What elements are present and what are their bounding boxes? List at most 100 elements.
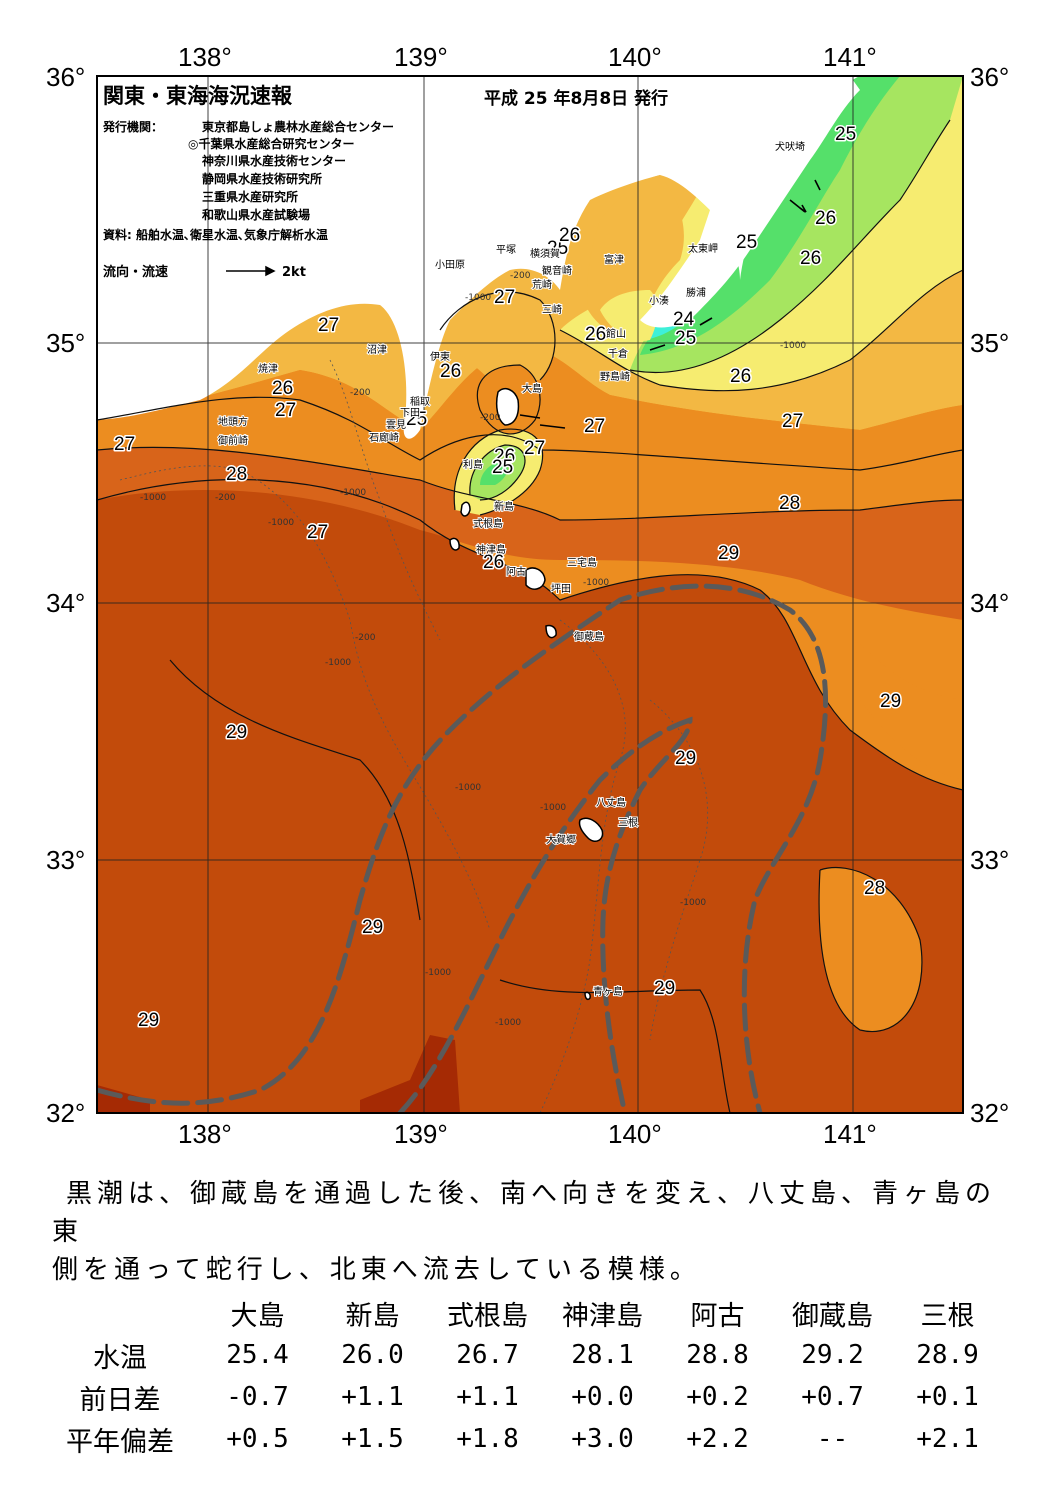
- current-legend-scale: 2kt: [282, 265, 306, 280]
- depth-label: -1000: [325, 658, 351, 668]
- niijima-island: [460, 501, 471, 517]
- lon-tick-top: 140°: [608, 42, 662, 72]
- lat-tick-right: 34°: [970, 588, 1009, 618]
- kozushima-island: [449, 537, 460, 551]
- depth-label: -200: [480, 413, 501, 423]
- table-cell: +0.1: [916, 1382, 979, 1412]
- column-header: 新島: [345, 1300, 400, 1332]
- isotherm-label: 29: [718, 543, 739, 564]
- place-name: 三根: [618, 816, 638, 829]
- depth-label: -200: [355, 633, 376, 643]
- place-name: 御蔵島: [574, 630, 604, 643]
- isotherm-label: 28: [226, 464, 247, 485]
- place-name: 伊東: [430, 350, 450, 363]
- table-cell: --: [816, 1424, 849, 1454]
- table-cell: 25.4: [226, 1340, 289, 1370]
- place-name: 館山: [606, 327, 626, 340]
- miyake-island: [525, 567, 546, 590]
- table-header-row: 大島 新島 式根島 神津島 阿古 御蔵島 三根: [40, 1292, 1005, 1334]
- isotherm-label: 26: [494, 446, 515, 467]
- depth-label: -1000: [425, 968, 451, 978]
- isotherm-label: 26: [272, 378, 293, 399]
- isotherm-label: 29: [226, 722, 247, 743]
- isotherm-label: 28: [779, 493, 800, 514]
- isotherm-label: 25: [547, 238, 568, 259]
- lat-tick-right: 33°: [970, 845, 1009, 875]
- table-cell: 29.2: [801, 1340, 864, 1370]
- table-cell: +1.8: [456, 1424, 519, 1454]
- issue-date: 平成 25 年8月8日 発行: [484, 88, 668, 109]
- table-cell: +0.2: [686, 1382, 749, 1412]
- isotherm-label: 26: [483, 552, 504, 573]
- table-cell: -0.7: [226, 1382, 289, 1412]
- place-name: 勝浦: [686, 286, 706, 299]
- aogashima-island: [584, 991, 591, 1001]
- table-cell: +2.1: [916, 1424, 979, 1454]
- summary-line: 黒潮は、御蔵島を通過した後、南へ向きを変え、八丈島、青ヶ島の東: [52, 1179, 997, 1247]
- place-name: 坪田: [551, 582, 571, 595]
- publisher-item: 神奈川県水産技術センター: [202, 153, 346, 168]
- isotherm-label: 29: [654, 978, 675, 999]
- isotherm-label: 27: [584, 416, 605, 437]
- depth-label: -1000: [495, 1018, 521, 1028]
- summary-text: 黒潮は、御蔵島を通過した後、南へ向きを変え、八丈島、青ヶ島の東 側を通って蛇行し…: [52, 1175, 1012, 1289]
- place-name: 石廊崎: [369, 431, 399, 444]
- isotherm-label: 29: [880, 691, 901, 712]
- isotherm-label: 26: [815, 208, 836, 229]
- lat-tick-right: 32°: [970, 1098, 1009, 1128]
- isotherm-label: 27: [318, 315, 339, 336]
- isotherm-label: 27: [114, 434, 135, 455]
- isotherm-label: 26: [730, 366, 751, 387]
- table-cell: +3.0: [571, 1424, 634, 1454]
- isotherm-label: 29: [138, 1010, 159, 1031]
- place-name: 観音崎: [542, 264, 572, 277]
- table-row: 前日差 -0.7 +1.1 +1.1 +0.0 +0.2 +0.7 +0.1: [40, 1376, 1005, 1418]
- place-name: 神津島: [476, 543, 506, 556]
- table-cell: +0.7: [801, 1382, 864, 1412]
- isotherm-label: 25: [675, 328, 696, 349]
- isotherm-label: 28: [864, 878, 885, 899]
- table-cell: +2.2: [686, 1424, 749, 1454]
- isotherm-label: 29: [675, 748, 696, 769]
- latitude-ticks: 36° 35° 34° 33° 32° 36° 35° 34° 33° 32°: [46, 62, 1009, 1128]
- place-name: 千倉: [608, 347, 628, 360]
- depth-label: -1000: [340, 488, 366, 498]
- depth-label: -1000: [680, 898, 706, 908]
- oshima-island: [495, 388, 520, 426]
- publisher-item: 三重県水産研究所: [202, 189, 298, 204]
- table-cell: 28.9: [916, 1340, 979, 1370]
- row-header: 平年偏差: [66, 1426, 174, 1458]
- hachijo-island: [578, 817, 604, 842]
- column-header: 神津島: [562, 1300, 643, 1332]
- isotherm-label: 27: [494, 287, 515, 308]
- lat-tick-left: 34°: [46, 588, 85, 618]
- isotherm-label: 26: [585, 324, 606, 345]
- depth-label: -1000: [465, 293, 491, 303]
- depth-label: -200: [510, 271, 531, 281]
- depth-label: -200: [350, 388, 371, 398]
- water-temperature-table: 大島 新島 式根島 神津島 阿古 御蔵島 三根 水温 25.4 26.0 26.…: [40, 1292, 1005, 1460]
- isotherm-label: 25: [835, 124, 856, 145]
- isotherm-label: 27: [524, 438, 545, 459]
- lat-tick-left: 36°: [46, 62, 85, 92]
- lon-tick-top: 138°: [178, 42, 232, 72]
- data-source: 資料: 船舶水温､衛星水温､気象庁解析水温: [103, 227, 328, 242]
- depth-label: -1000: [455, 783, 481, 793]
- row-header: 水温: [93, 1342, 147, 1374]
- mikura-island: [545, 624, 557, 639]
- lon-tick-bottom: 138°: [178, 1119, 232, 1149]
- table-cell: +1.1: [341, 1382, 404, 1412]
- place-name: 焼津: [258, 363, 278, 375]
- isotherm-label: 25: [406, 409, 427, 430]
- map-frame: [96, 75, 964, 1114]
- depth-label: -1000: [583, 578, 609, 588]
- table-cell: 26.7: [456, 1340, 519, 1370]
- publisher-item: ◎千葉県水産総合研究センター: [188, 136, 354, 151]
- lon-tick-top: 139°: [394, 42, 448, 72]
- lon-tick-bottom: 141°: [823, 1119, 877, 1149]
- summary-line: 側を通って蛇行し、北東へ流去している模様。: [52, 1255, 701, 1285]
- place-name: 三宅島: [567, 556, 597, 569]
- row-header: 前日差: [79, 1384, 161, 1416]
- place-name: 野島崎: [600, 370, 630, 383]
- table-cell: +0.0: [571, 1382, 634, 1412]
